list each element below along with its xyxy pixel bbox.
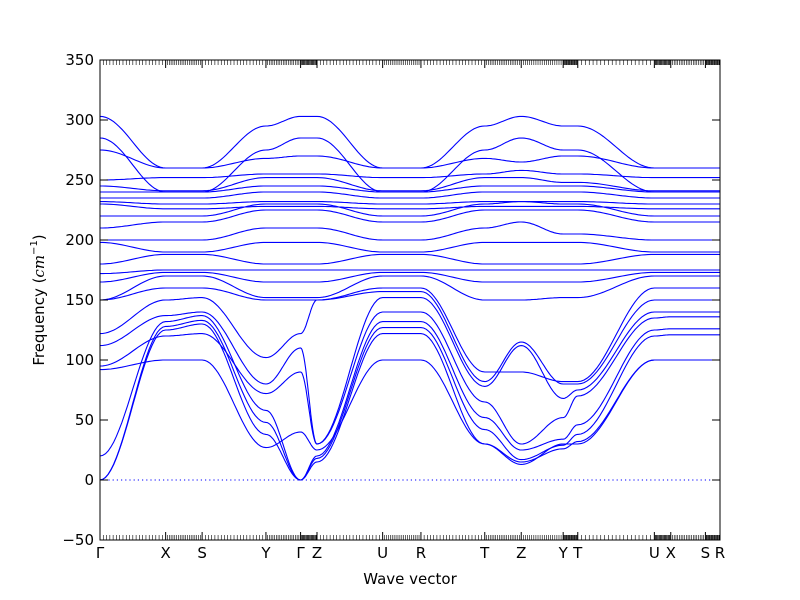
x-tick-label: Γ [96, 544, 105, 562]
band-series-group [99, 115, 720, 481]
y-tick-label: −50 [62, 531, 94, 549]
y-axis-label: Frequency (cm−1) [29, 234, 48, 365]
band-line-18 [100, 201, 720, 205]
plot-frame [99, 59, 721, 541]
band-line-6 [99, 297, 720, 445]
band-line-14 [100, 221, 720, 241]
x-tick-label: Y [260, 544, 271, 562]
x-tick-label: Y [558, 544, 569, 562]
y-axis-label-text: Frequency ( [30, 278, 48, 366]
x-tick-label: X [666, 544, 676, 562]
band-line-13 [100, 241, 720, 253]
x-tick-label: X [161, 544, 171, 562]
band-line-4 [100, 359, 720, 465]
band-line-10 [100, 271, 720, 283]
band-line-5 [99, 311, 720, 445]
x-tick-label: U [649, 544, 660, 562]
y-tick-label: 50 [75, 411, 94, 429]
y-tick-label: 100 [65, 351, 94, 369]
band-line-9 [99, 275, 720, 301]
x-tick-label: R [416, 544, 426, 562]
x-tick-label: Z [312, 544, 322, 562]
band-line-25 [99, 115, 720, 169]
y-tick-label: 0 [84, 471, 94, 489]
band-line-11 [100, 269, 720, 275]
y-axis-label-exponent: −1 [29, 240, 40, 255]
x-tick-label: T [572, 544, 583, 562]
x-tick-label: Z [516, 544, 526, 562]
y-tick-label: 350 [65, 51, 94, 69]
band-line-22 [100, 169, 720, 181]
y-ticks-group: −50 0 50 100 150 200 250 300 350 [62, 51, 720, 549]
y-tick-label: 300 [65, 111, 94, 129]
x-tick-label: Γ [296, 544, 305, 562]
band-line-15 [100, 209, 720, 229]
x-tick-label: T [479, 544, 490, 562]
band-line-8 [99, 287, 720, 383]
y-tick-label: 250 [65, 171, 94, 189]
band-line-7 [99, 291, 720, 385]
band-line-21 [100, 177, 720, 192]
x-axis-label: Wave vector [363, 570, 457, 588]
y-tick-label: 150 [65, 291, 94, 309]
y-tick-label: 200 [65, 231, 94, 249]
x-tick-label: S [701, 544, 711, 562]
x-tick-label: U [377, 544, 388, 562]
band-line-16 [100, 201, 720, 217]
minor-ticks-group [102, 60, 720, 540]
x-tick-label: S [197, 544, 207, 562]
band-line-24 [99, 137, 720, 193]
y-axis-label-close: ) [30, 234, 48, 240]
band-line-19 [100, 191, 720, 199]
band-line-12 [100, 253, 720, 265]
band-line-2 [99, 319, 720, 481]
band-line-17 [100, 203, 720, 210]
x-tick-label: R [715, 544, 725, 562]
y-axis-label-unit: cm [30, 255, 48, 278]
